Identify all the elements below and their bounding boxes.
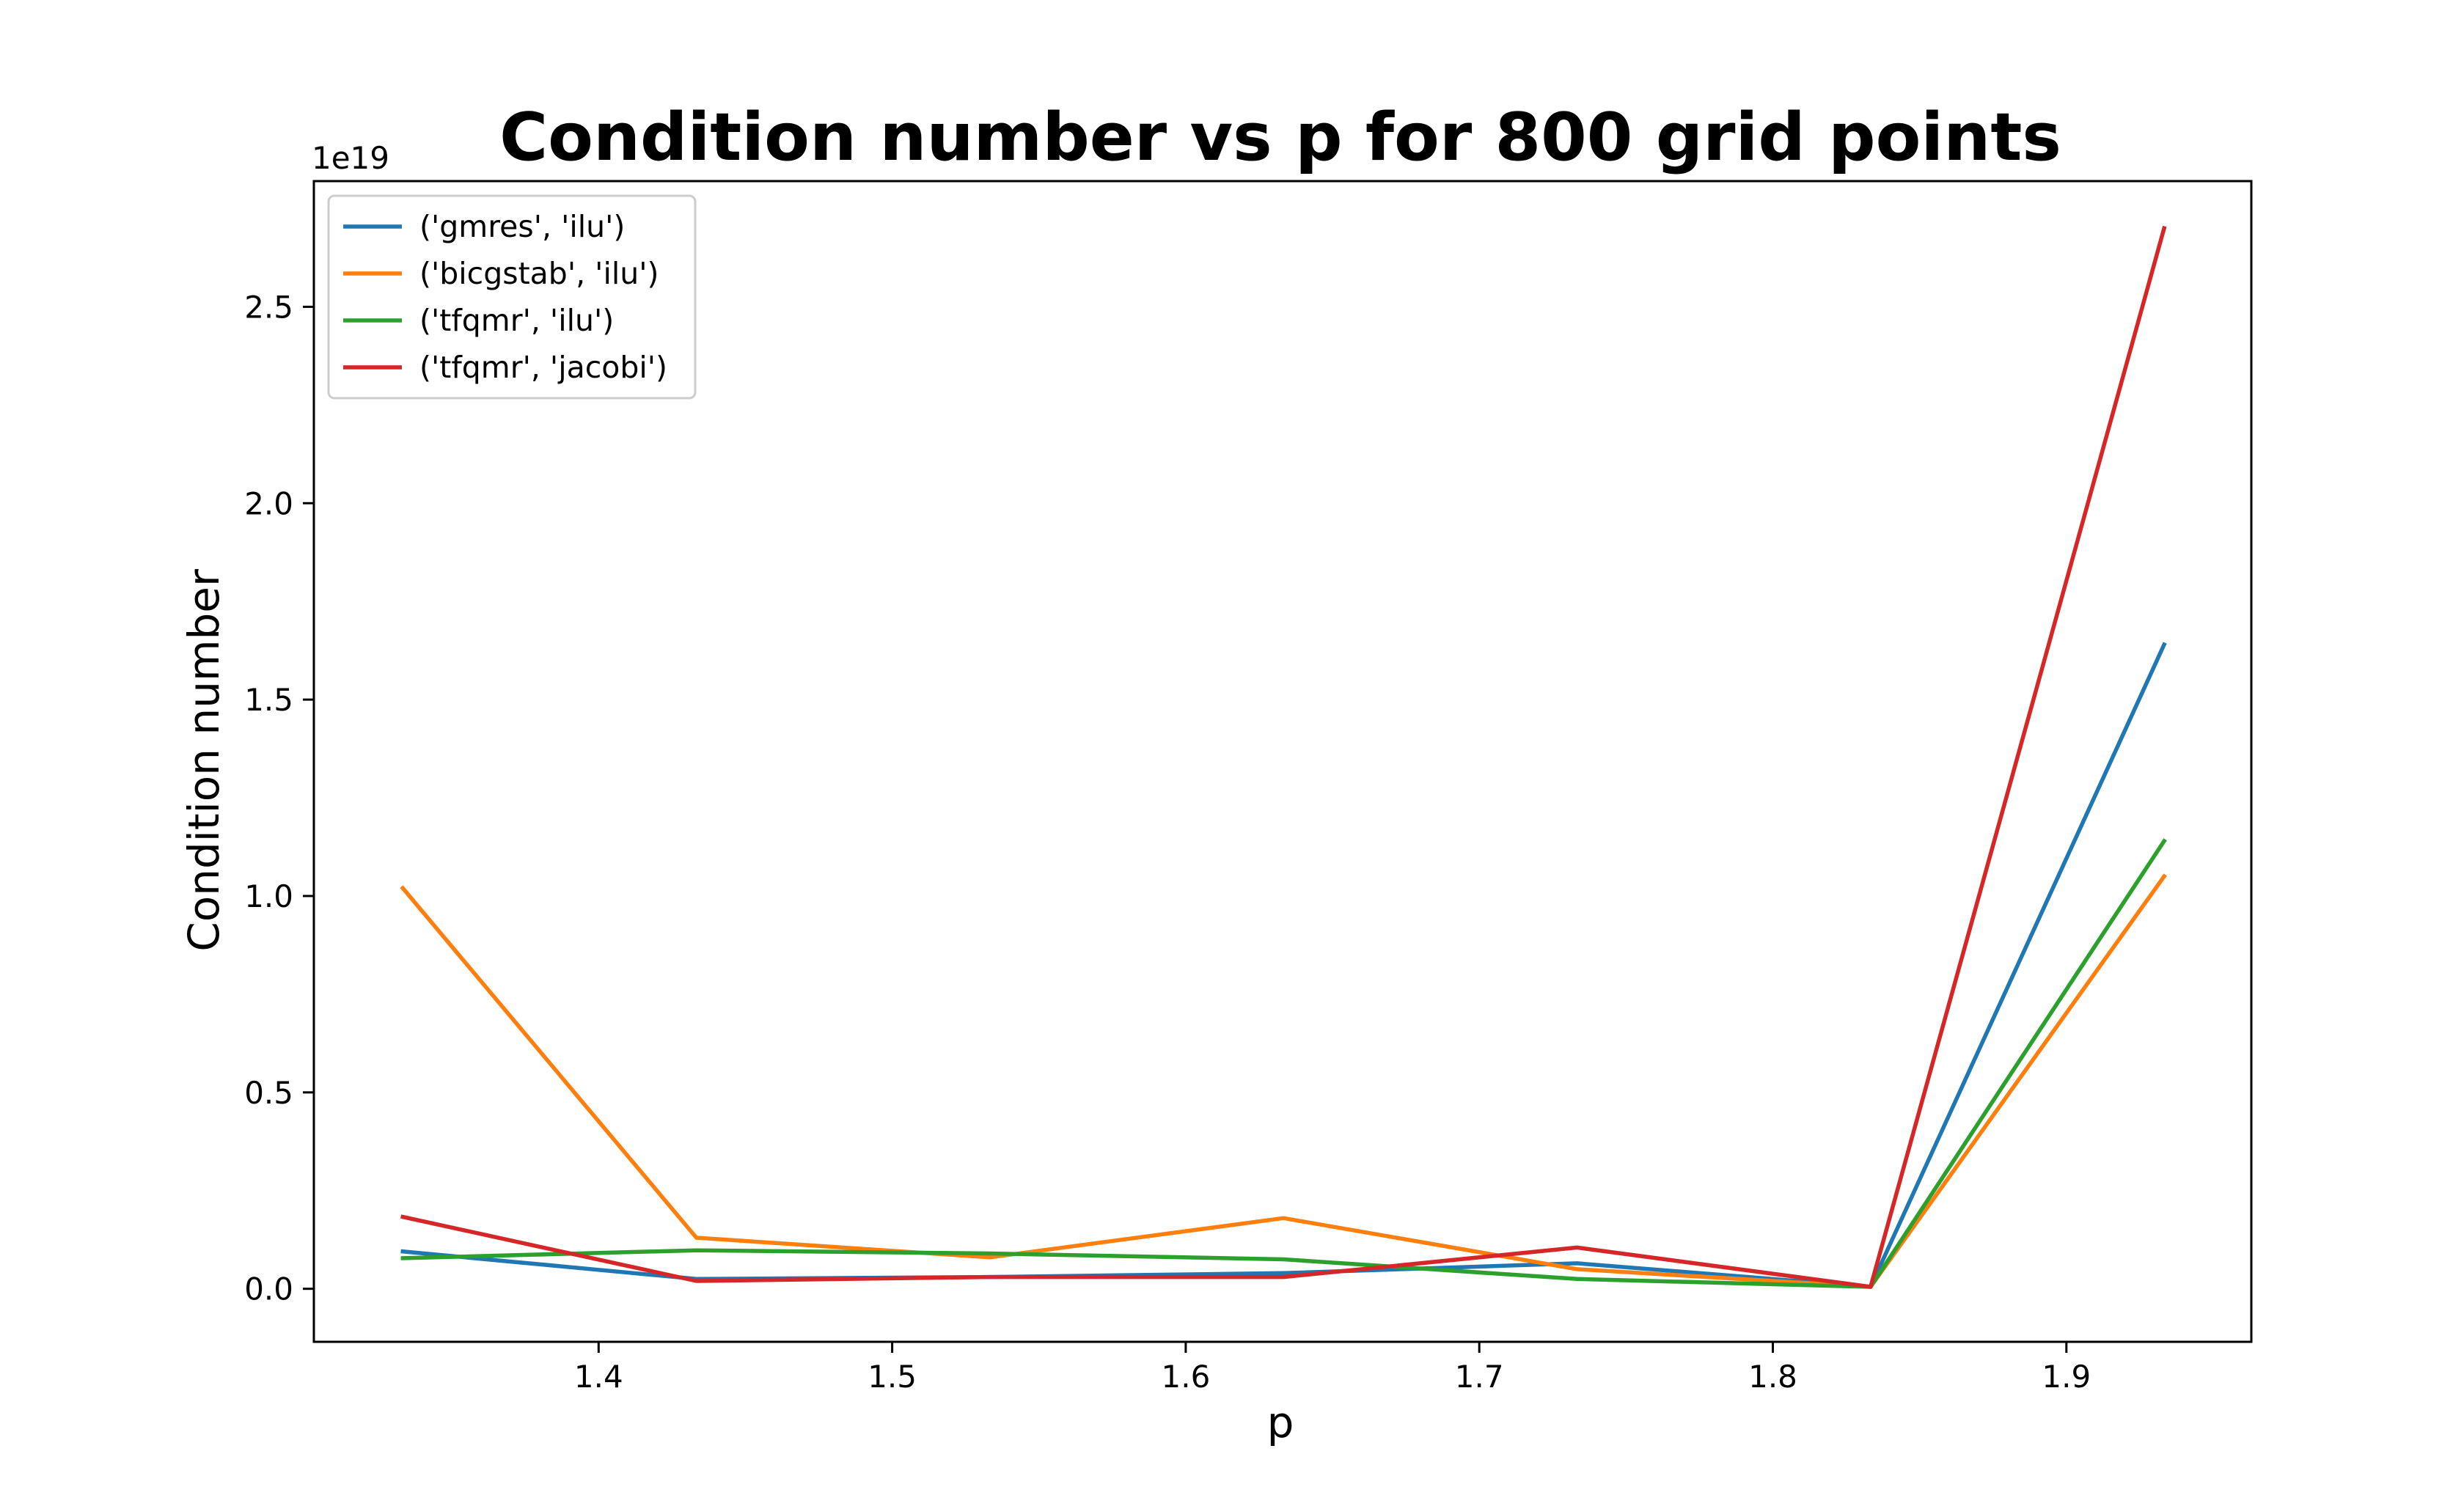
y-axis-label: Condition number bbox=[179, 569, 229, 952]
x-tick-label: 1.6 bbox=[1162, 1359, 1211, 1395]
x-tick-label: 1.5 bbox=[868, 1359, 917, 1395]
legend-entry-2: ('tfqmr', 'ilu') bbox=[419, 303, 614, 338]
x-tick-label: 1.8 bbox=[1748, 1359, 1797, 1395]
x-tick-label: 1.7 bbox=[1455, 1359, 1504, 1395]
y-axis: 0.0 0.5 1.0 1.5 2.0 2.5 bbox=[244, 289, 314, 1307]
x-tick-label: 1.9 bbox=[2042, 1359, 2091, 1395]
y-tick-label: 1.0 bbox=[244, 878, 293, 914]
legend-frame bbox=[327, 194, 697, 400]
y-tick-label: 1.5 bbox=[244, 682, 293, 718]
y-tick-label: 0.5 bbox=[244, 1075, 293, 1111]
x-axis: 1.4 1.5 1.6 1.7 1.8 1.9 bbox=[574, 1342, 2091, 1395]
plot-area: 1.4 1.5 1.6 1.7 1.8 1.9 0.0 0.5 1.0 1.5 2.0 2.5 bbox=[244, 180, 2253, 1395]
x-tick-label: 1.4 bbox=[574, 1359, 623, 1395]
legend: ('gmres', 'ilu') ('bicgstab', 'ilu') ('tfq… bbox=[327, 194, 697, 400]
chart-title: Condition number vs p for 800 grid point… bbox=[499, 99, 2061, 176]
x-axis-label: p bbox=[1267, 1398, 1294, 1447]
y-offset-label: 1e19 bbox=[312, 140, 389, 176]
y-tick-label: 0.0 bbox=[244, 1271, 293, 1307]
legend-entry-0: ('gmres', 'ilu') bbox=[419, 209, 625, 244]
series-line-0 bbox=[400, 642, 2167, 1289]
legend-entry-1: ('bicgstab', 'ilu') bbox=[419, 256, 659, 291]
y-tick-label: 2.0 bbox=[244, 485, 293, 521]
legend-entry-3: ('tfqmr', 'jacobi') bbox=[419, 350, 667, 385]
axes-frame bbox=[312, 180, 2253, 1343]
series-line-3 bbox=[400, 225, 2167, 1289]
y-tick-label: 2.5 bbox=[244, 289, 293, 325]
series-layer bbox=[400, 225, 2167, 1289]
